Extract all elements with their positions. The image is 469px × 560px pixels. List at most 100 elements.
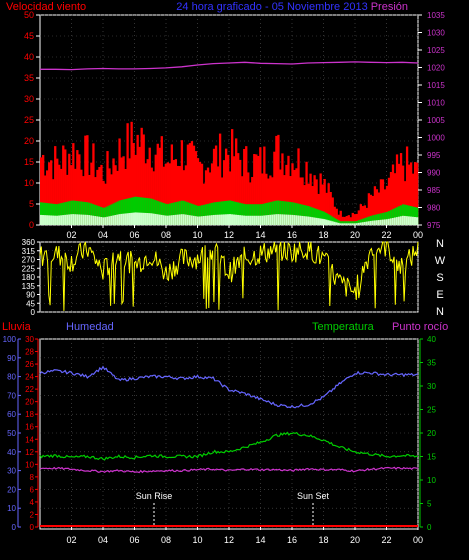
wind-average-bar (259, 204, 262, 225)
wind-average-bar (405, 205, 409, 225)
wind-gust-bar (277, 134, 280, 225)
wind-gust-bar (237, 153, 240, 225)
wind-gust-bar (397, 163, 401, 225)
wind-gust-bar (405, 146, 409, 225)
wind-speed-axis: 0 5 10 15 20 25 30 35 40 45 50 (24, 10, 40, 230)
wind-average-bar (162, 203, 165, 225)
wind-minimum-bar (269, 214, 272, 225)
wind-gust-bar (307, 183, 310, 225)
wind-minimum-bar (178, 214, 182, 225)
wind-average-bar (112, 203, 115, 225)
wind-minimum-bar (357, 222, 360, 225)
wind-minimum-bar (287, 214, 290, 225)
wind-gust-bar (222, 160, 226, 225)
wind-average-bar (144, 197, 147, 225)
wind-gust-bar (136, 134, 139, 225)
wind-average-bar (226, 200, 230, 225)
wind-minimum-bar (176, 214, 180, 225)
wind-gust-bar (257, 155, 260, 225)
wind-minimum-bar (214, 214, 218, 225)
wind-average-bar (96, 205, 99, 225)
wind-minimum-bar (289, 214, 292, 225)
wind-tick-label: 30 (24, 94, 34, 104)
pressure-axis: 975 980 985 990 995 1000 1005 1010 1015 1020 1025 1… (418, 11, 445, 230)
hour-tick-label: 12 (224, 535, 234, 545)
wind-minimum-bar (132, 212, 135, 225)
wind-average-bar (319, 210, 322, 225)
wind-gust-bar (255, 154, 258, 225)
wind-gust-bar (82, 176, 85, 225)
wind-gust-bar (335, 208, 338, 225)
wind-gust-bar (303, 185, 306, 225)
hour-tick-label: 02 (66, 230, 76, 240)
wind-gust-bar (212, 148, 216, 225)
wind-average-bar (371, 215, 375, 225)
wind-tick-label: 35 (24, 73, 34, 83)
compass-label: E (436, 289, 443, 301)
wind-average-bar (383, 212, 387, 225)
hour-tick-label: 20 (350, 535, 360, 545)
wind-minimum-bar (271, 214, 274, 225)
wind-minimum-bar (263, 215, 266, 225)
wind-average-bar (202, 204, 206, 225)
wind-average-bar (58, 203, 61, 225)
wind-minimum-bar (267, 215, 270, 225)
wind-minimum-bar (347, 223, 350, 225)
hour-tick-label: 02 (66, 535, 76, 545)
pressure-tick-label: 990 (427, 169, 441, 178)
wind-minimum-bar (104, 217, 107, 225)
hour-tick-label: 08 (161, 535, 171, 545)
wind-gust-bar (273, 151, 276, 225)
wind-average-bar (313, 208, 316, 225)
wind-average-bar (291, 202, 294, 225)
wind-average-bar (48, 203, 51, 225)
wind-minimum-bar (226, 214, 230, 225)
wind-minimum-bar (56, 215, 59, 225)
wind-minimum-bar (54, 215, 57, 225)
wind-minimum-bar (78, 214, 81, 225)
degree-tick-label: 225 (22, 264, 36, 273)
wind-minimum-bar (112, 215, 115, 225)
wind-gust-bar (363, 205, 367, 225)
wind-gust-bar (305, 161, 308, 225)
pressure-line-group (40, 61, 419, 71)
wind-gust-bar (48, 162, 51, 225)
wind-average-bar (208, 203, 212, 225)
wind-minimum-bar (341, 223, 344, 225)
pressure-tick-label: 1035 (427, 11, 445, 20)
hour-tick-label: 14 (255, 230, 265, 240)
wind-gust-bar (114, 165, 117, 225)
wind-average-bar (76, 200, 79, 225)
wind-gust-bar (84, 135, 87, 225)
wind-gust-bar (315, 179, 318, 225)
degree-tick-label: 135 (22, 282, 36, 291)
wind-tick-label: 50 (24, 10, 34, 20)
wind-minimum-bar (146, 213, 149, 225)
wind-average-bar (210, 202, 214, 225)
wind-gust-bar (375, 189, 379, 225)
wind-gust-bar (411, 173, 415, 225)
wind-average-bar (231, 200, 234, 225)
wind-minimum-bar (166, 215, 169, 225)
wind-average-bar (176, 201, 180, 225)
wind-average-bar (108, 205, 111, 225)
wind-minimum-bar (383, 219, 387, 225)
wind-average-bar (295, 203, 298, 225)
wind-average-bar (393, 208, 397, 225)
wind-minimum-bar (192, 215, 196, 225)
wind-average-bar (134, 196, 137, 225)
wind-minimum-bar (363, 221, 367, 225)
wind-minimum-bar (353, 223, 356, 225)
wind-gust-bar (317, 193, 320, 225)
humidity-tick-label: 70 (7, 391, 16, 400)
wind-gust-bar (293, 169, 296, 225)
wind-average-bar (333, 217, 336, 225)
temperature-axis: 0 5 10 15 20 25 30 35 40 (419, 335, 436, 532)
humidity-tick-label: 50 (7, 429, 16, 438)
hour-tick-label: 08 (161, 230, 171, 240)
humidity-tick-label: 90 (7, 354, 16, 363)
wind-average-bar (341, 221, 344, 225)
wind-gust-bar (128, 158, 131, 225)
wind-minimum-bar (237, 214, 240, 225)
